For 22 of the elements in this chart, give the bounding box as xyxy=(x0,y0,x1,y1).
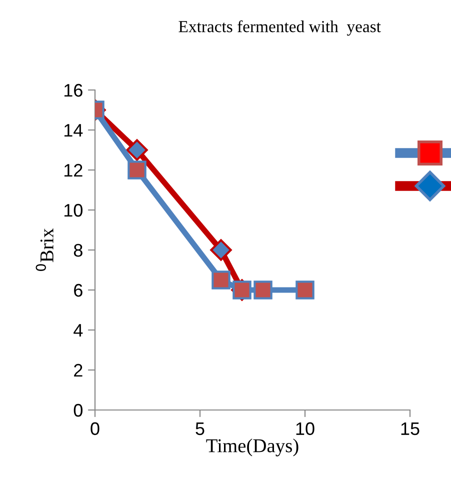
y-axis-title: $^{0}$Brix xyxy=(36,228,54,271)
chart-title: Extracts fermented with yeast xyxy=(178,20,381,36)
y-tick-label: 14 xyxy=(64,124,83,137)
x-tick-label: 10 xyxy=(296,422,314,436)
y-tick-label: 10 xyxy=(64,204,82,217)
y-tick-label: 0 xyxy=(74,404,82,417)
point xyxy=(128,160,146,180)
y-tick-label: 4 xyxy=(74,324,83,337)
y-tick-label: 2 xyxy=(74,364,82,377)
y-tick-label: 6 xyxy=(74,284,82,297)
x-tick-label: 15 xyxy=(401,422,420,436)
point xyxy=(210,239,232,261)
x-axis-title: Time(Days) xyxy=(206,438,298,456)
point xyxy=(254,280,272,300)
y-tick-label: 16 xyxy=(64,84,82,97)
point xyxy=(212,270,230,290)
y-tick-label: 8 xyxy=(74,244,82,257)
point xyxy=(296,280,314,300)
point xyxy=(126,139,148,161)
y-tick-label: 12 xyxy=(64,164,82,177)
x-tick-label: 5 xyxy=(196,422,204,436)
x-tick-label: 0 xyxy=(90,422,100,436)
